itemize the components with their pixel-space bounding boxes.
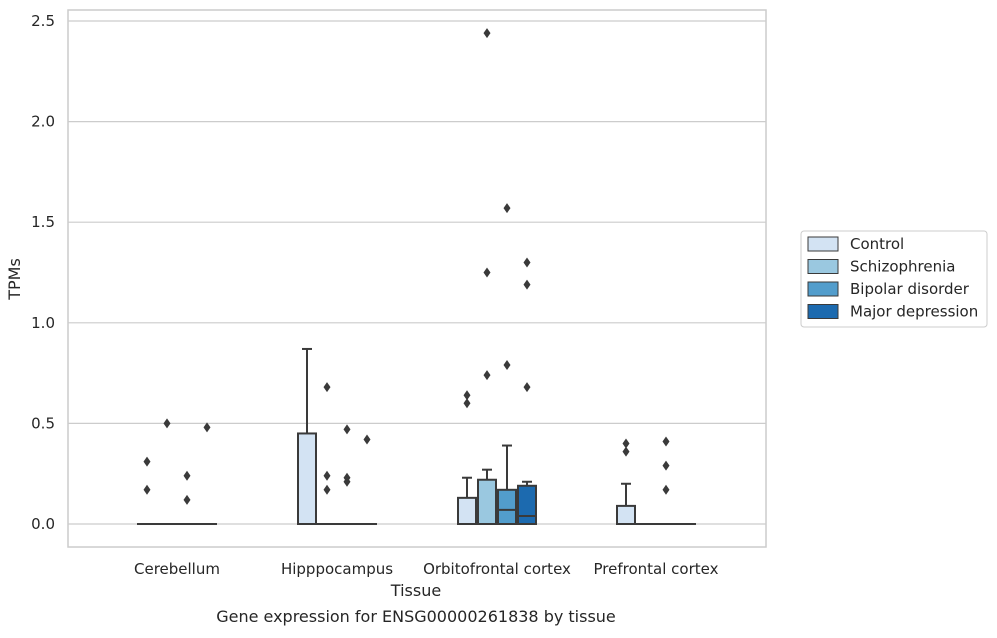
- legend-swatch: [808, 305, 838, 319]
- outlier-marker: [144, 457, 151, 467]
- outlier-marker: [623, 447, 630, 457]
- outlier-marker: [484, 370, 491, 380]
- box-body: [498, 490, 516, 524]
- legend-swatch: [808, 260, 838, 274]
- outlier-marker: [364, 434, 371, 444]
- box-control: [617, 484, 635, 524]
- box-major-depression: [518, 482, 536, 524]
- x-tick-label: Hipppocampus: [281, 560, 393, 578]
- legend-label: Control: [850, 235, 904, 253]
- y-tick-label: 0.5: [31, 414, 55, 432]
- outlier-marker: [524, 257, 531, 267]
- chart-caption: Gene expression for ENSG00000261838 by t…: [216, 607, 616, 626]
- box-control: [298, 349, 316, 524]
- legend: Control Schizophrenia Bipolar disorder Majo…: [801, 231, 987, 327]
- outlier-marker: [184, 495, 191, 505]
- box-series: [138, 349, 695, 524]
- plot-frame: [68, 10, 766, 547]
- x-tick-label: Orbitofrontal cortex: [423, 560, 571, 578]
- x-tick-labels: Cerebellum Hipppocampus Orbitofrontal cort…: [134, 560, 719, 578]
- x-axis-label: Tissue: [390, 581, 441, 600]
- box-body: [617, 506, 635, 524]
- outlier-marker: [663, 461, 670, 471]
- legend-label: Schizophrenia: [850, 258, 955, 276]
- outlier-marker: [504, 360, 511, 370]
- y-tick-labels: 0.0 0.5 1.0 1.5 2.0 2.5: [31, 12, 55, 533]
- outlier-marker: [184, 471, 191, 481]
- box-control: [458, 478, 476, 524]
- y-tick-label: 0.0: [31, 515, 55, 533]
- outlier-marker: [484, 268, 491, 278]
- legend-swatch: [808, 237, 838, 251]
- y-tick-label: 2.5: [31, 12, 55, 30]
- outlier-marker: [663, 437, 670, 447]
- y-tick-label: 2.0: [31, 113, 55, 131]
- outlier-marker: [344, 424, 351, 434]
- outlier-marker: [524, 280, 531, 290]
- legend-label: Bipolar disorder: [850, 280, 970, 298]
- legend-label: Major depression: [850, 303, 978, 321]
- outlier-marker: [663, 485, 670, 495]
- outlier-marker: [484, 28, 491, 38]
- y-axis-label: TPMs: [5, 258, 24, 301]
- box-bipolar-disorder: [498, 446, 516, 524]
- outlier-marker: [324, 382, 331, 392]
- x-tick-label: Prefrontal cortex: [594, 560, 719, 578]
- box-body: [518, 486, 536, 524]
- outlier-marker: [144, 485, 151, 495]
- outlier-points: [144, 28, 670, 505]
- box-body: [478, 480, 496, 524]
- outlier-marker: [164, 418, 171, 428]
- box-schizophrenia: [478, 470, 496, 524]
- outlier-marker: [324, 471, 331, 481]
- outlier-marker: [464, 398, 471, 408]
- grid-lines: [68, 21, 766, 524]
- y-tick-label: 1.0: [31, 314, 55, 332]
- box-body: [298, 433, 316, 524]
- x-tick-label: Cerebellum: [134, 560, 220, 578]
- outlier-marker: [504, 203, 511, 213]
- y-tick-label: 1.5: [31, 213, 55, 231]
- outlier-marker: [324, 485, 331, 495]
- legend-swatch: [808, 282, 838, 296]
- box-body: [458, 498, 476, 524]
- outlier-marker: [524, 382, 531, 392]
